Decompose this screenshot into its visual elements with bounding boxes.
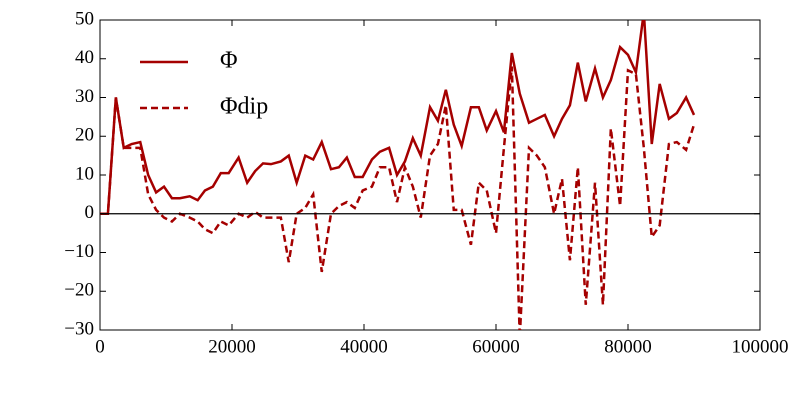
plot-frame (99, 19, 761, 331)
x-tick-label: 60000 (472, 336, 520, 357)
y-tick-label: 20 (75, 125, 94, 146)
x-tick-label: 20000 (208, 336, 256, 357)
x-tick-label: 80000 (604, 336, 652, 357)
y-tick-label: 40 (75, 47, 94, 68)
y-tick-label: −10 (64, 241, 94, 262)
x-tick-label: 40000 (340, 336, 388, 357)
series-line (100, 66, 696, 330)
y-tick-label: 0 (85, 202, 95, 223)
x-tick-label: 100000 (732, 336, 789, 357)
y-tick-label: −30 (64, 318, 94, 339)
plot-area (100, 20, 696, 330)
y-tick-label: 30 (75, 86, 94, 107)
x-tick-label: 0 (95, 336, 105, 357)
legend-label: Φdip (220, 94, 268, 120)
legend-label: Φ (220, 48, 238, 74)
y-tick-label: −20 (64, 280, 94, 301)
y-tick-label: 10 (75, 163, 94, 184)
series-line (100, 20, 696, 215)
y-tick-label: 50 (75, 8, 94, 29)
